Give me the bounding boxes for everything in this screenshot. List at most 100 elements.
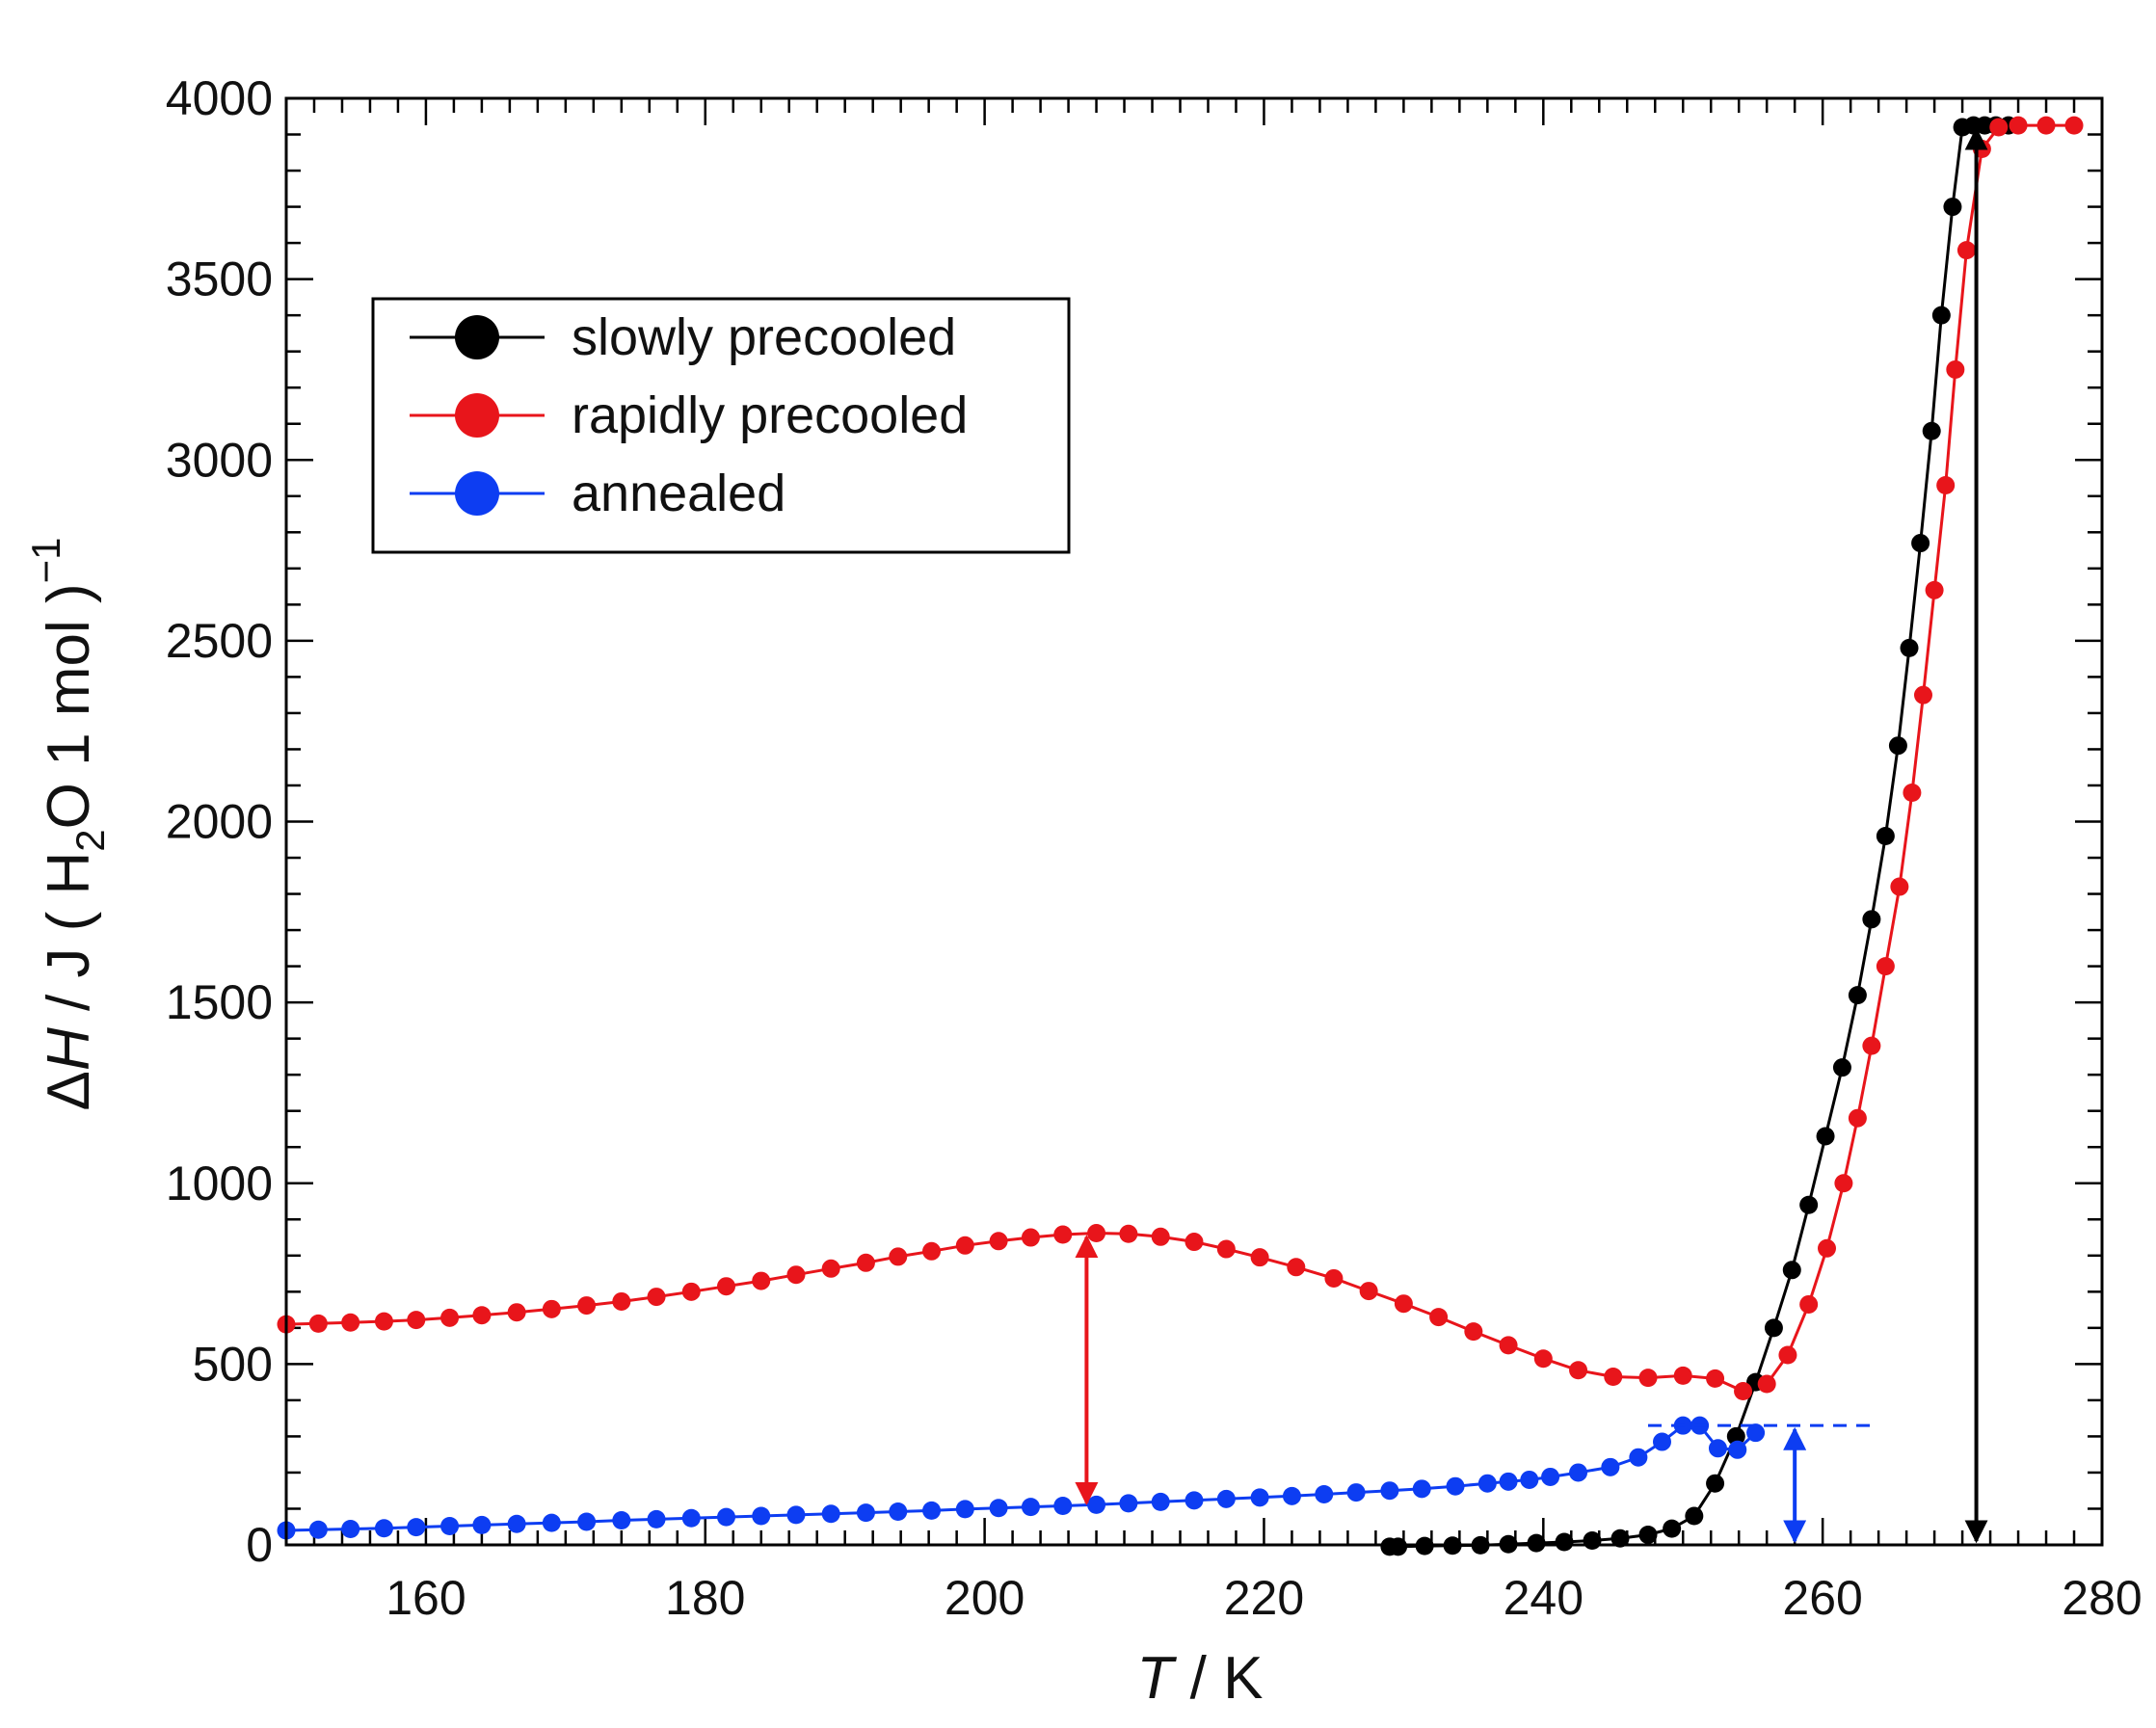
data-point bbox=[1569, 1361, 1588, 1380]
data-point bbox=[1848, 986, 1867, 1005]
data-point bbox=[1021, 1228, 1040, 1247]
y-axis-sup: −1 bbox=[23, 538, 68, 584]
x-axis-var: T bbox=[1137, 1645, 1178, 1712]
data-point bbox=[681, 1282, 701, 1301]
data-point bbox=[856, 1503, 875, 1523]
data-point bbox=[1604, 1368, 1623, 1387]
y-tick-label: 3000 bbox=[166, 433, 273, 487]
data-point bbox=[1021, 1498, 1040, 1517]
data-point bbox=[472, 1515, 492, 1534]
data-point bbox=[374, 1519, 393, 1538]
data-point bbox=[1184, 1233, 1204, 1252]
legend-marker bbox=[455, 315, 499, 359]
data-point bbox=[1499, 1472, 1518, 1491]
legend-marker bbox=[455, 471, 499, 516]
y-axis-mid: / J ( H bbox=[36, 852, 102, 1028]
data-point bbox=[1685, 1506, 1704, 1526]
data-point bbox=[1610, 1529, 1630, 1548]
data-point bbox=[1900, 638, 1919, 657]
data-point bbox=[1359, 1282, 1378, 1301]
data-point bbox=[341, 1519, 360, 1538]
data-point bbox=[1315, 1484, 1334, 1503]
data-point bbox=[1287, 1258, 1306, 1277]
y-tick-label: 2000 bbox=[166, 795, 273, 849]
data-point bbox=[577, 1512, 597, 1531]
y-tick-label: 0 bbox=[246, 1518, 273, 1572]
data-point bbox=[1922, 421, 1941, 440]
data-point bbox=[1746, 1423, 1766, 1443]
data-point bbox=[407, 1311, 426, 1330]
data-point bbox=[1764, 1318, 1783, 1338]
y-tick-label: 500 bbox=[193, 1337, 273, 1391]
data-point bbox=[1533, 1349, 1553, 1369]
data-point bbox=[1151, 1492, 1170, 1511]
data-point bbox=[1520, 1470, 1539, 1489]
data-point bbox=[1087, 1224, 1106, 1243]
data-point bbox=[2064, 116, 2084, 135]
data-point bbox=[1734, 1382, 1753, 1401]
data-point bbox=[308, 1314, 328, 1333]
data-point bbox=[647, 1288, 666, 1307]
data-point bbox=[577, 1296, 597, 1316]
data-point bbox=[1799, 1294, 1819, 1314]
y-tick-label: 4000 bbox=[166, 71, 273, 125]
axis-ticks bbox=[284, 96, 2104, 1547]
data-point bbox=[1956, 241, 1976, 260]
data-point bbox=[1119, 1224, 1138, 1243]
data-point bbox=[1706, 1474, 1725, 1493]
data-point bbox=[1778, 1345, 1797, 1365]
data-point bbox=[1216, 1239, 1236, 1259]
data-point bbox=[1848, 1108, 1867, 1128]
data-point bbox=[1380, 1481, 1399, 1501]
data-point bbox=[1053, 1225, 1073, 1244]
x-axis-unit: K bbox=[1223, 1645, 1263, 1712]
x-tick-label: 220 bbox=[1224, 1571, 1304, 1625]
legend-entry-annealed: annealed bbox=[410, 465, 785, 522]
data-point bbox=[889, 1247, 908, 1266]
data-point bbox=[341, 1313, 360, 1332]
data-point bbox=[1818, 1238, 1837, 1258]
legend-label: rapidly precooled bbox=[572, 386, 968, 444]
data-point bbox=[374, 1312, 393, 1331]
data-point bbox=[440, 1308, 460, 1327]
legend-label: annealed bbox=[572, 465, 785, 522]
legend-entry-rapidly: rapidly precooled bbox=[410, 386, 968, 444]
data-point bbox=[1394, 1294, 1413, 1314]
data-point bbox=[1728, 1440, 1747, 1459]
data-point bbox=[889, 1502, 908, 1521]
legend-label: slowly precooled bbox=[572, 308, 956, 366]
data-point bbox=[1464, 1322, 1483, 1342]
data-point bbox=[1216, 1489, 1236, 1508]
data-point bbox=[1053, 1496, 1073, 1515]
data-point bbox=[717, 1507, 736, 1527]
data-point bbox=[1087, 1495, 1106, 1514]
data-point bbox=[1184, 1491, 1204, 1510]
y-tick-label: 1000 bbox=[166, 1156, 273, 1210]
data-point bbox=[1706, 1369, 1725, 1388]
data-point bbox=[1673, 1366, 1692, 1385]
data-point bbox=[955, 1500, 974, 1519]
data-point bbox=[752, 1506, 771, 1526]
data-point bbox=[1629, 1448, 1648, 1467]
x-tick-label: 280 bbox=[2062, 1571, 2142, 1625]
data-point bbox=[989, 1232, 1008, 1251]
data-point bbox=[1799, 1195, 1819, 1214]
data-point bbox=[612, 1291, 631, 1311]
tick-labels: 160 180 200 220 240 260 280 0 500 1000 1500 2000 250… bbox=[166, 71, 2143, 1625]
data-point bbox=[1638, 1525, 1658, 1544]
data-point bbox=[507, 1514, 526, 1533]
data-point bbox=[1663, 1519, 1682, 1538]
data-point bbox=[1876, 827, 1895, 846]
data-point bbox=[1151, 1227, 1170, 1246]
y-tick-label: 3500 bbox=[166, 253, 273, 306]
data-point bbox=[1834, 1174, 1853, 1193]
y-axis-after: O 1 mol ) bbox=[36, 583, 102, 829]
data-point bbox=[922, 1501, 942, 1520]
data-point bbox=[1324, 1268, 1344, 1288]
series-line-0 bbox=[1389, 123, 2009, 1549]
data-point bbox=[786, 1505, 806, 1525]
data-point bbox=[1708, 1439, 1727, 1458]
data-point bbox=[308, 1520, 328, 1539]
